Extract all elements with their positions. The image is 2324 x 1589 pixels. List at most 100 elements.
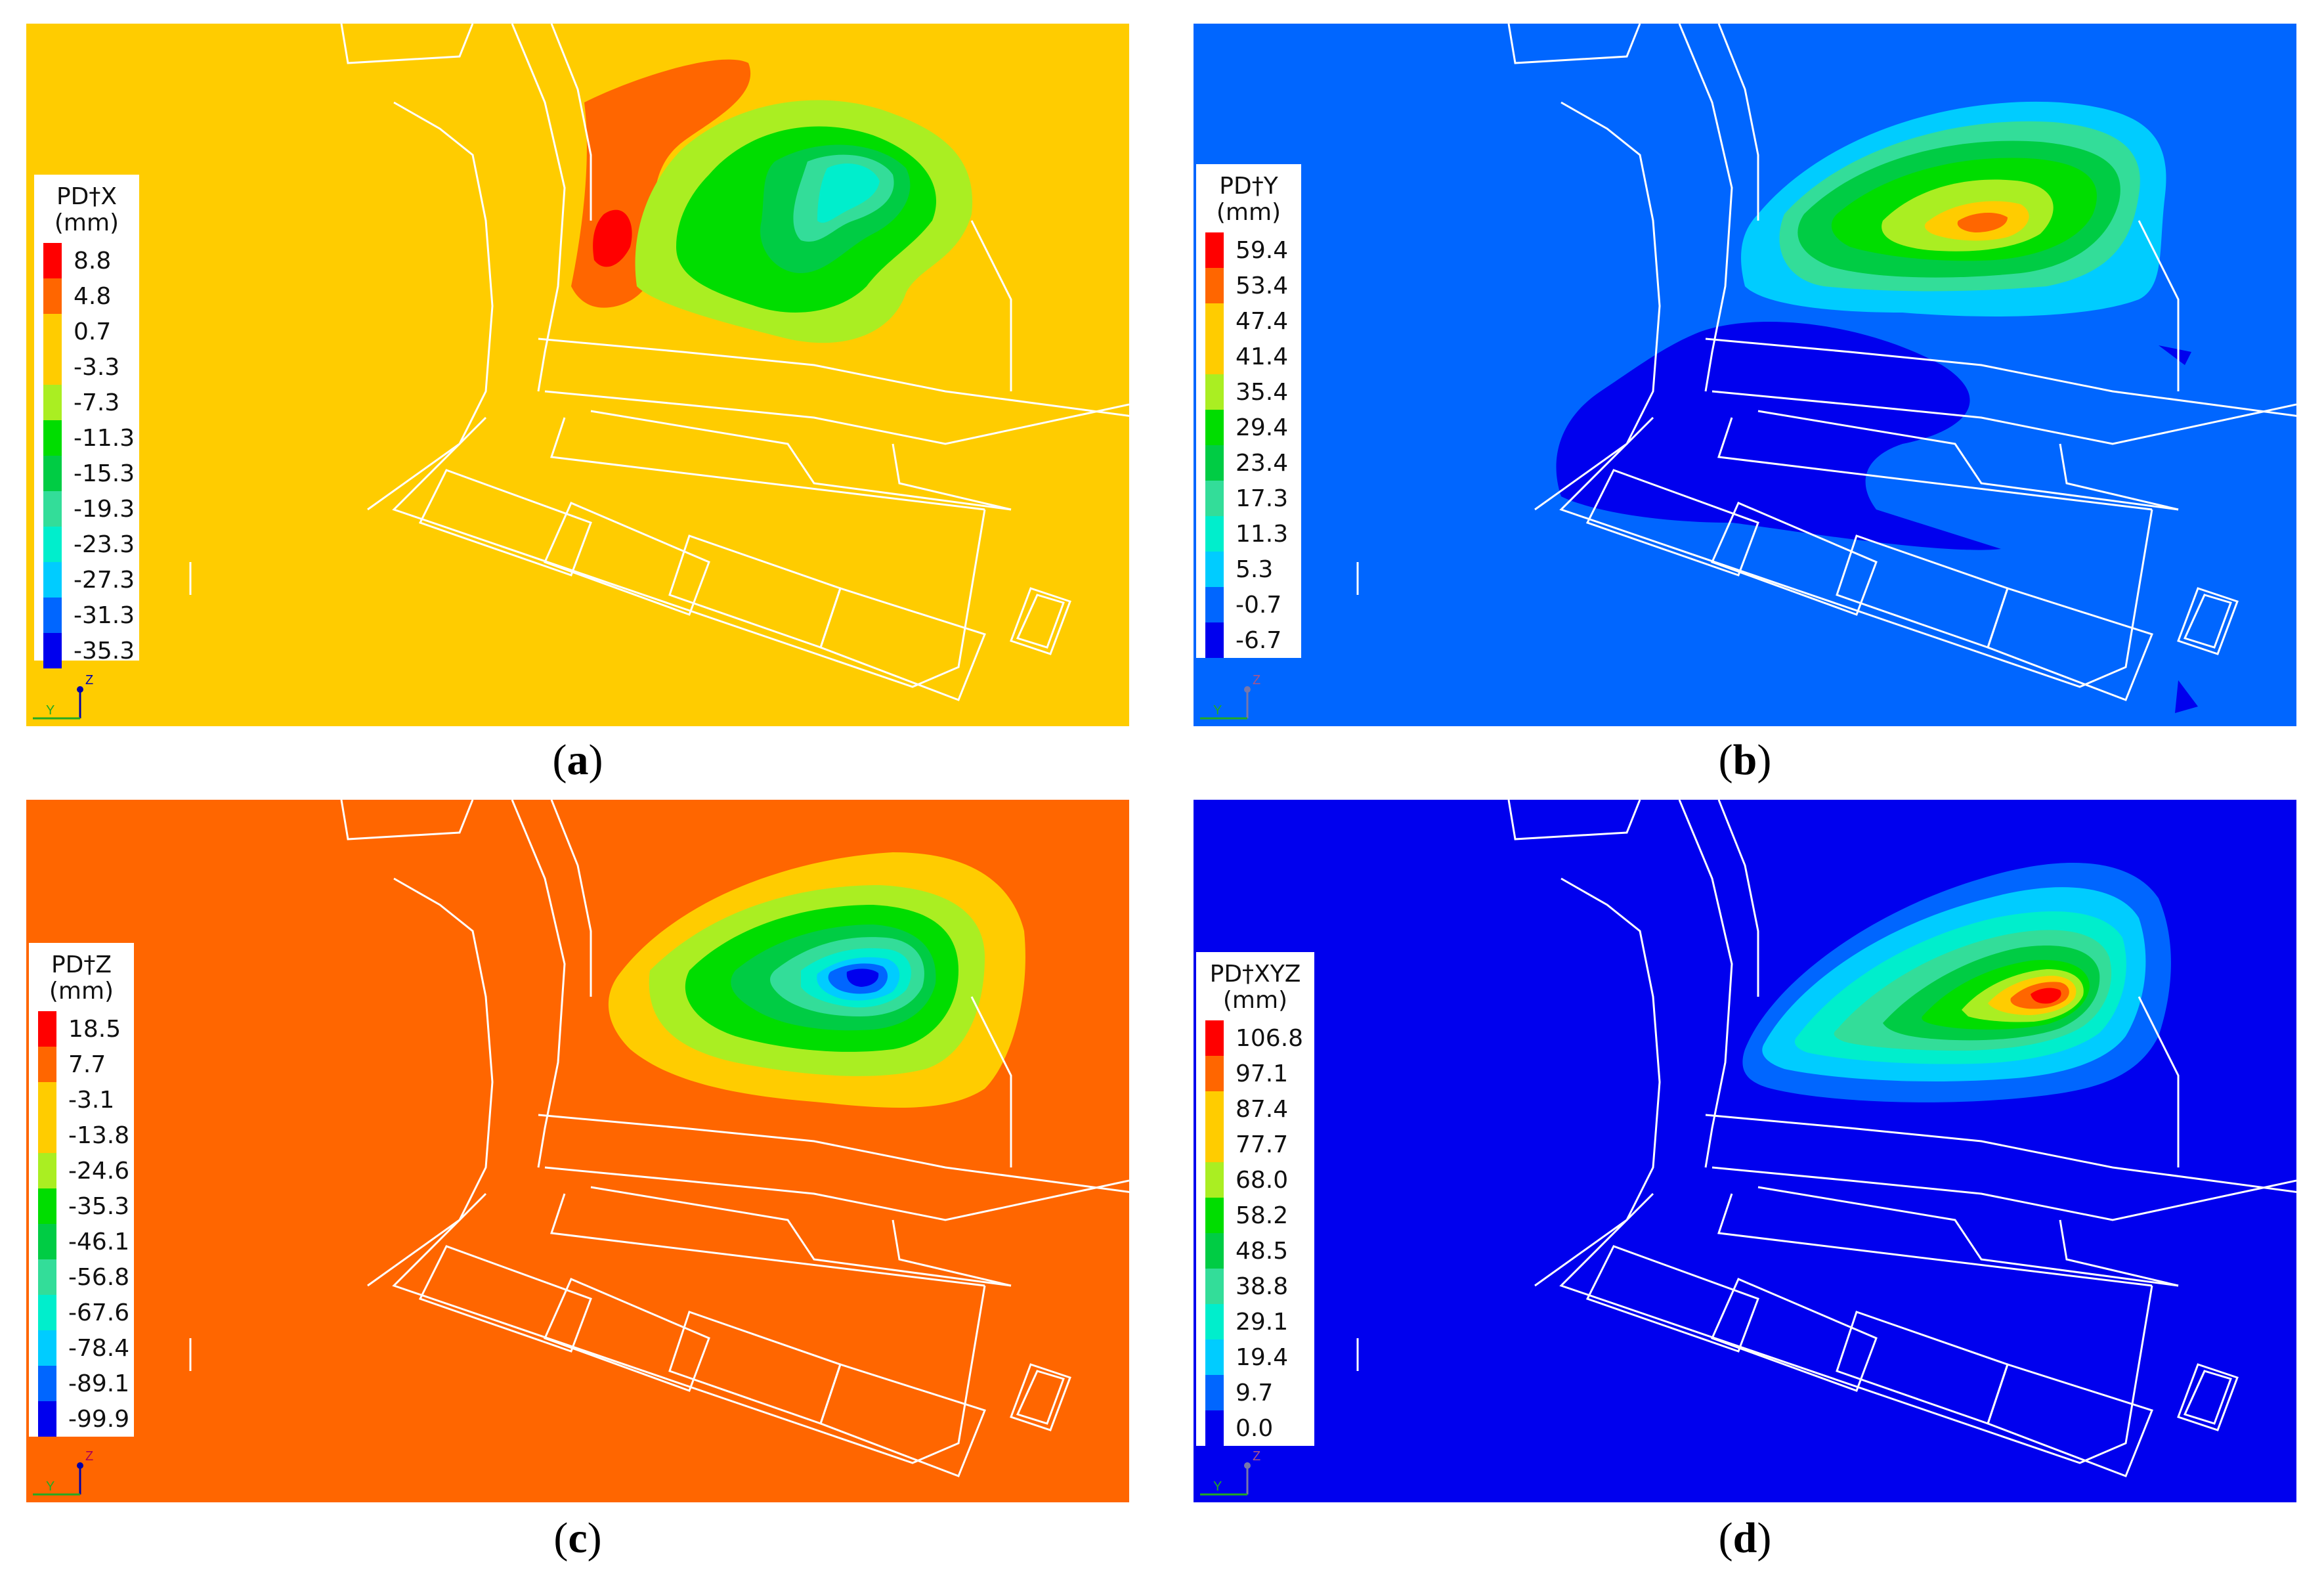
legend-swatch xyxy=(1205,1020,1224,1056)
legend-entry: -89.1 xyxy=(38,1366,129,1401)
mesh-wireframe-a xyxy=(189,24,1129,701)
legend-swatch xyxy=(38,1401,56,1437)
legend-swatch xyxy=(1205,587,1224,622)
legend-entry: -3.1 xyxy=(38,1082,125,1118)
panel-d: PD†XYZ (mm) 106.8 97.1 87.4 77.7 68.0 58.2 48.… xyxy=(1194,800,2296,1502)
legend-swatch xyxy=(38,1153,56,1188)
legend-value: 29.4 xyxy=(1236,414,1289,441)
legend-scale-a: 8.8 4.8 0.7 -3.3 -7.3 -11.3 -15.3 -19.3 -23.3 -27… xyxy=(43,243,135,668)
legend-title-b: PD†Y xyxy=(1219,173,1278,200)
legend-entry: -3.3 xyxy=(43,349,130,385)
legend-swatch xyxy=(43,314,62,349)
mesh-wireframe-b xyxy=(1356,24,2296,701)
legend-entry: 41.4 xyxy=(1205,339,1292,374)
legend-a: PD†X (mm) 8.8 4.8 0.7 -3.3 -7.3 -11.3 -15.3 -19… xyxy=(34,175,139,668)
legend-entry: 38.8 xyxy=(1205,1269,1305,1304)
background-a xyxy=(26,24,1129,726)
panel-a: PD†X (mm) 8.8 4.8 0.7 -3.3 -7.3 -11.3 -15.3 -19… xyxy=(26,24,1129,726)
legend-value: -27.3 xyxy=(74,566,135,594)
legend-entry: 29.1 xyxy=(1205,1304,1305,1339)
legend-value: -31.3 xyxy=(74,601,135,629)
legend-entry: -7.3 xyxy=(43,385,130,420)
legend-value: -3.3 xyxy=(74,353,120,381)
legend-swatch xyxy=(43,456,62,491)
mesh-wireframe-c xyxy=(189,800,1129,1477)
legend-value: 8.8 xyxy=(74,247,112,274)
contour-red-core-d xyxy=(2031,988,2061,1004)
axis-triad-icon: Z Y xyxy=(33,1449,93,1496)
contour-blue-fleck xyxy=(2159,345,2191,365)
legend-swatch xyxy=(43,243,62,278)
legend-unit-d: (mm) xyxy=(1222,987,1288,1014)
legend-swatch xyxy=(43,491,62,527)
legend-value: 19.4 xyxy=(1236,1343,1289,1371)
caption-d: (d) xyxy=(1718,1514,1772,1562)
panel-c: PD†Z (mm) 18.5 7.7 -3.1 -13.8 -24.6 -35.3 -46.… xyxy=(26,800,1129,1502)
legend-c: PD†Z (mm) 18.5 7.7 -3.1 -13.8 -24.6 -35.3 -46.… xyxy=(29,943,134,1437)
legend-swatch xyxy=(1205,1269,1224,1304)
legend-swatch xyxy=(43,598,62,633)
contour-plot-b xyxy=(1194,24,2296,726)
legend-entry: -24.6 xyxy=(38,1153,129,1188)
legend-swatch xyxy=(1205,1410,1224,1446)
legend-entry: -99.9 xyxy=(38,1401,129,1437)
legend-entry: -0.7 xyxy=(1205,587,1292,622)
legend-entry: -31.3 xyxy=(43,598,135,633)
legend-value: 11.3 xyxy=(1236,520,1289,548)
legend-entry: -23.3 xyxy=(43,527,135,562)
legend-value: 7.7 xyxy=(68,1051,106,1078)
caption-b: (b) xyxy=(1718,736,1772,784)
legend-swatch xyxy=(38,1330,56,1366)
legend-entry: 17.3 xyxy=(1205,481,1292,516)
legend-value: -89.1 xyxy=(68,1370,130,1397)
legend-entry: 4.8 xyxy=(43,278,130,314)
legend-value: -56.8 xyxy=(68,1263,130,1291)
contour-plot-d xyxy=(1194,800,2296,1502)
legend-value: -13.8 xyxy=(68,1121,130,1149)
legend-entry: -35.3 xyxy=(43,633,135,668)
legend-swatch xyxy=(1205,410,1224,445)
legend-swatch xyxy=(1205,1091,1224,1127)
legend-value: 23.4 xyxy=(1236,449,1289,477)
legend-value: 4.8 xyxy=(74,282,112,310)
legend-swatch xyxy=(1205,481,1224,516)
legend-value: 0.7 xyxy=(74,318,112,345)
legend-value: 0.0 xyxy=(1236,1414,1274,1442)
legend-entry: 53.4 xyxy=(1205,268,1292,303)
legend-value: -19.3 xyxy=(74,495,135,523)
legend-entry: 58.2 xyxy=(1205,1198,1305,1233)
legend-swatch xyxy=(43,633,62,668)
legend-value: 9.7 xyxy=(1236,1379,1274,1406)
legend-entry: 18.5 xyxy=(38,1011,125,1047)
legend-title-c: PD†Z xyxy=(51,951,112,978)
contour-plot-c xyxy=(26,800,1129,1502)
legend-value: 47.4 xyxy=(1236,307,1289,335)
legend-value: -15.3 xyxy=(74,460,135,487)
legend-value: -24.6 xyxy=(68,1157,130,1185)
legend-entry: 59.4 xyxy=(1205,232,1292,268)
mesh-wireframe-d xyxy=(1356,800,2296,1477)
legend-value: 87.4 xyxy=(1236,1095,1289,1123)
legend-title-a: PD†X xyxy=(56,183,118,210)
legend-value: 35.4 xyxy=(1236,378,1289,406)
legend-entry: -19.3 xyxy=(43,491,135,527)
svg-text:Z: Z xyxy=(85,1449,93,1464)
legend-swatch xyxy=(1205,1339,1224,1375)
legend-value: -6.7 xyxy=(1236,626,1282,654)
legend-value: -78.4 xyxy=(68,1334,130,1362)
legend-swatch xyxy=(38,1011,56,1047)
legend-swatch xyxy=(1205,445,1224,481)
legend-entry: -6.7 xyxy=(1205,622,1292,658)
legend-swatch xyxy=(1205,552,1224,587)
axis-triad-icon: Z Y xyxy=(1200,1449,1260,1496)
legend-swatch xyxy=(38,1118,56,1153)
contour-deep-blue-core-c xyxy=(846,969,879,987)
svg-text:Y: Y xyxy=(1213,703,1222,718)
legend-scale-d: 106.8 97.1 87.4 77.7 68.0 58.2 48.5 38.8 29.1 19.… xyxy=(1205,1020,1305,1446)
legend-value: -23.3 xyxy=(74,531,135,558)
legend-entry: -15.3 xyxy=(43,456,135,491)
legend-unit-b: (mm) xyxy=(1216,199,1281,226)
legend-entry: 87.4 xyxy=(1205,1091,1305,1127)
legend-swatch xyxy=(43,562,62,598)
legend-swatch xyxy=(1205,339,1224,374)
